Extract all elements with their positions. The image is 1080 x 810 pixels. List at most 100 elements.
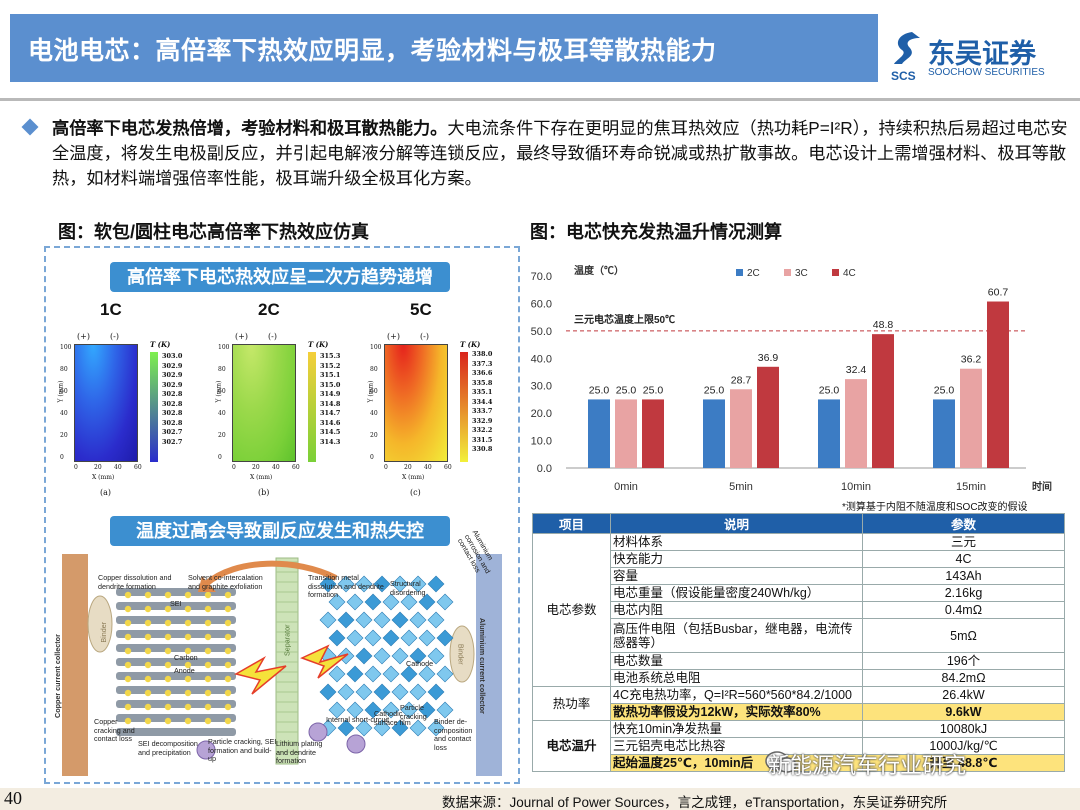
colorbar-value: 335.8 <box>472 378 493 387</box>
colorbar-value: 315.3 <box>320 352 341 360</box>
table-desc-cell: 电芯内阻 <box>610 601 863 619</box>
lithium-ion-dot <box>204 703 212 711</box>
particle-shape <box>346 734 366 754</box>
graphite-layer <box>116 728 236 736</box>
cathode-crystal <box>319 575 337 593</box>
cathode-crystal <box>337 611 355 629</box>
negative-tab-label: (-) <box>420 332 429 341</box>
y-tick-label: 30.0 <box>531 381 552 393</box>
cathode-crystal <box>409 647 427 665</box>
cathode-crystal <box>436 701 454 719</box>
x-tick: 60 <box>134 464 142 471</box>
cathode-crystal <box>355 683 373 701</box>
table-value-cell: 9.6kW <box>862 703 1065 721</box>
table-row: 热功率 4C充电热功率，Q=I²R=560*560*84.2/1000 26.4kW <box>532 686 1065 721</box>
separator-label: Separator <box>282 624 292 657</box>
diagram-label-particle-cracking-sei: Particle cracking, SEI formation and bui… <box>208 737 277 763</box>
cathode-crystal <box>418 593 436 611</box>
cathode-crystal <box>373 719 391 737</box>
diagram-label-copper-dissolution: Copper dissolution and dendrite formatio… <box>98 573 172 591</box>
data-label: 60.7 <box>988 287 1009 299</box>
lithium-ion-dot <box>124 619 132 627</box>
lithium-ion-dot <box>144 717 152 725</box>
table-desc-cell: 电池系统总电阻 <box>610 669 863 687</box>
panel-tag-1: (b) <box>258 488 270 497</box>
legend-swatch <box>784 269 791 276</box>
y-tick-label: 50.0 <box>531 326 552 338</box>
x-tick: 40 <box>424 464 432 471</box>
bar-4C-15min <box>987 301 1009 468</box>
colorbar-value: 314.8 <box>320 399 341 408</box>
lithium-ion-dot <box>204 675 212 683</box>
title-bar: 电池电芯：高倍率下热效应明显，考验材料与极耳等散热能力 <box>10 14 878 82</box>
table-row: 起始温度25℃，10min后 升至 48.8℃ <box>533 754 1065 772</box>
lithium-ion-dot <box>204 591 212 599</box>
table-value-cell: 升至 48.8℃ <box>862 754 1065 772</box>
thermal-simulation-figure: 高倍率下电芯热效应呈二次方趋势递增 温度过高会导致副反应发生和热失控 1C (+)… <box>44 246 520 784</box>
positive-tab-label: (+) <box>387 332 400 341</box>
lithium-ion-dot <box>144 675 152 683</box>
threshold-label: 三元电芯温度上限50℃ <box>574 313 675 326</box>
cathode-crystal <box>328 701 346 719</box>
positive-tab-label: (+) <box>77 332 90 341</box>
bar-3C-0min <box>615 399 637 468</box>
diagram-label-copper-cracking: Copper cracking and contact loss <box>94 717 135 743</box>
x-tick: 0 <box>384 464 388 471</box>
lithium-ion-dot <box>204 661 212 669</box>
panel-tag-0: (a) <box>100 488 112 497</box>
cathode-crystal <box>427 647 445 665</box>
heatmap-frame <box>384 344 448 462</box>
y-axis-label: 温度（℃） <box>574 264 624 277</box>
cathode-crystal <box>400 593 418 611</box>
lithium-ion-dot <box>204 619 212 627</box>
colorbar-value: 302.8 <box>162 409 183 417</box>
diagram-label-cathodic-film: Cathodic surface film <box>374 709 411 727</box>
cathode-crystal <box>436 665 454 683</box>
table-row: 电芯数量 196个 <box>533 652 1065 670</box>
x-tick: 0 <box>232 464 236 471</box>
legend-label-2C: 2C <box>747 268 760 279</box>
lithium-ion-dot <box>184 619 192 627</box>
y-tick-label: 60.0 <box>531 298 552 310</box>
cathode-crystal <box>373 575 391 593</box>
colorbar-value: 333.7 <box>472 407 493 415</box>
data-label: 25.0 <box>616 384 637 396</box>
graphite-layer <box>116 686 236 694</box>
y-tick: 100 <box>370 344 382 351</box>
bar-4C-5min <box>757 366 779 468</box>
y-tick-label: 40.0 <box>531 353 552 365</box>
binder-shape <box>449 625 475 683</box>
table-desc-cell: 4C充电热功率，Q=I²R=560*560*84.2/1000 <box>610 686 863 704</box>
right-figure-caption: 图：电芯快充发热温升情况测算 <box>530 222 782 242</box>
lithium-ion-dot <box>144 633 152 641</box>
table-row: 电芯参数 材料体系 三元 <box>532 533 1065 687</box>
cathode-crystal <box>319 683 337 701</box>
lithium-ion-dot <box>224 689 232 697</box>
cathode-crystal <box>328 593 346 611</box>
colorbar-value: 335.1 <box>472 388 493 396</box>
table-desc-cell: 电芯重量（假设能量密度240Wh/kg） <box>610 584 863 602</box>
lithium-ion-dot <box>144 591 152 599</box>
lithium-ion-dot <box>144 619 152 627</box>
lithium-ion-dot <box>184 703 192 711</box>
cathode-crystal <box>418 629 436 647</box>
x-tick: 60 <box>444 464 452 471</box>
colorbar-value: 334.4 <box>472 397 493 406</box>
lithium-ion-dot <box>144 647 152 655</box>
lithium-ion-dot <box>224 703 232 711</box>
lithium-ion-dot <box>124 647 132 655</box>
lithium-ion-dot <box>224 661 232 669</box>
table-desc-cell: 容量 <box>610 567 863 585</box>
heatmap-2C <box>232 344 296 462</box>
legend-swatch <box>832 269 839 276</box>
data-label: 48.8 <box>873 319 894 331</box>
short-circuit-spark <box>300 644 349 679</box>
rate-label-2C: 2C <box>258 300 280 319</box>
category-label: 15min <box>956 481 986 493</box>
aluminium-collector-label: Aluminium current collector <box>478 618 487 714</box>
colorbar-value: 314.3 <box>320 437 341 446</box>
y-tick: 60 <box>60 388 68 395</box>
colorbar-value: 303.0 <box>162 352 183 360</box>
cathode-crystal <box>409 719 427 737</box>
table-desc-cell: 高压件电阻（包括Busbar，继电器，电流传感器等） <box>610 618 863 653</box>
